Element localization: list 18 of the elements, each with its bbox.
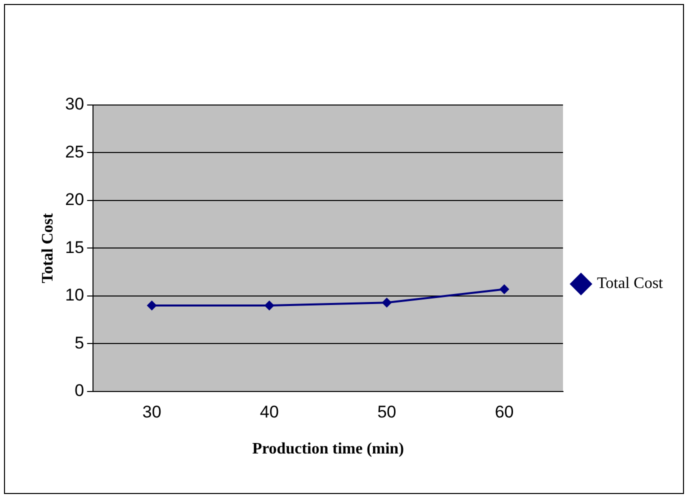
y-tick-label: 5 xyxy=(74,333,84,352)
point xyxy=(264,300,274,310)
point xyxy=(382,298,392,308)
y-tick-label: 0 xyxy=(74,381,84,400)
y-tick-label: 15 xyxy=(65,238,84,257)
y-tick-label: 30 xyxy=(65,94,84,114)
y-tick-label: 10 xyxy=(65,286,84,305)
x-axis-title: Production time (min) xyxy=(252,440,404,458)
x-tick-label: 50 xyxy=(377,402,396,422)
legend-label: Total Cost xyxy=(597,275,664,292)
point xyxy=(146,300,157,310)
y-tick-label: 25 xyxy=(65,142,84,162)
point xyxy=(499,284,510,294)
y-tick-label: 20 xyxy=(65,190,84,210)
x-tick-label: 30 xyxy=(142,402,162,422)
x-tick-label: 60 xyxy=(494,402,514,422)
x-tick-label: 40 xyxy=(260,402,279,422)
y-axis-title: Total Cost xyxy=(40,212,57,284)
